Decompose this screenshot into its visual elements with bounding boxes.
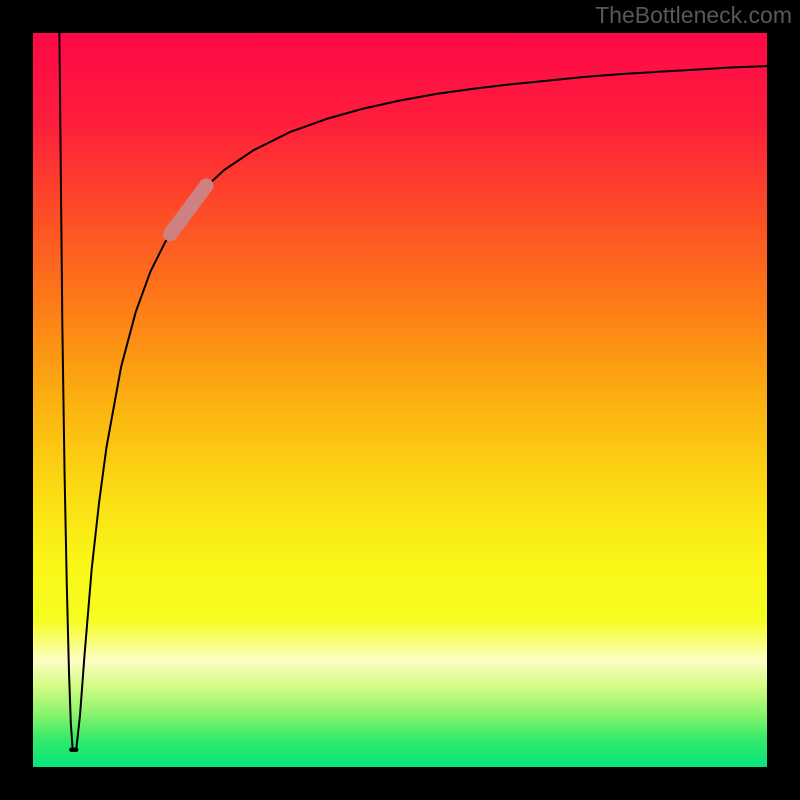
bottleneck-curve-chart <box>0 0 800 800</box>
watermark-text: TheBottleneck.com <box>595 2 792 29</box>
chart-container: { "watermark": "TheBottleneck.com", "cha… <box>0 0 800 800</box>
plot-background <box>33 33 767 767</box>
